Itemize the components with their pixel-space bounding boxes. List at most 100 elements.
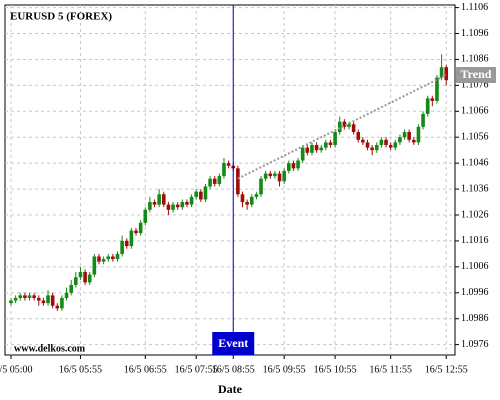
candle-body	[277, 173, 282, 182]
candle-body	[398, 137, 402, 143]
candle-body	[425, 98, 430, 114]
candle-body	[83, 272, 87, 283]
candle-body	[27, 295, 32, 298]
candle-body	[324, 142, 328, 148]
candle-body	[236, 168, 240, 195]
candle-body	[356, 132, 361, 140]
y-tick-label: 1.1076	[461, 80, 489, 91]
candle-body	[435, 77, 439, 101]
candle-body	[273, 173, 277, 177]
candle-body	[217, 176, 222, 184]
x-tick-label: 16/5 11:55	[369, 364, 412, 375]
x-tick-label: 16/5 07:55	[175, 364, 218, 375]
candle-body	[365, 142, 370, 148]
candle-body	[245, 202, 249, 205]
y-tick-label: 1.0986	[461, 313, 489, 324]
candle-body	[175, 204, 180, 208]
chart-title: EURUSD 5 (FOREX)	[10, 11, 112, 23]
candle-body	[74, 277, 78, 285]
y-tick-label: 1.1096	[461, 28, 489, 39]
y-tick-label: 1.1026	[461, 209, 489, 220]
candle-body	[115, 253, 120, 260]
candle-body	[388, 145, 393, 148]
candle-body	[78, 272, 83, 278]
trend-line	[237, 74, 447, 180]
candle-body	[337, 121, 342, 133]
candle-body	[421, 113, 425, 127]
candle-body	[9, 300, 13, 304]
candle-body	[249, 196, 254, 205]
candle-body	[412, 139, 416, 143]
candle-body	[259, 178, 263, 195]
candle-body	[384, 139, 388, 145]
candle-body	[166, 204, 171, 210]
candle-body	[60, 297, 64, 309]
candle-body	[379, 139, 384, 145]
candle-body	[310, 145, 314, 153]
candle-body	[157, 194, 161, 205]
y-tick-label: 1.1006	[461, 261, 489, 272]
candle-body	[18, 295, 23, 298]
candle-body	[287, 163, 291, 171]
candle-body	[64, 292, 69, 298]
candle-body	[333, 132, 337, 145]
candle-body	[374, 145, 379, 151]
candle-body	[444, 67, 449, 81]
candle-body	[69, 285, 73, 293]
candle-body	[439, 67, 444, 78]
x-tick-label: 16/5 05:55	[59, 364, 102, 375]
candle-body	[342, 121, 347, 127]
candle-body	[430, 98, 435, 101]
candle-body	[152, 202, 157, 205]
trend-label-box	[456, 67, 496, 83]
y-tick-label: 1.1046	[461, 157, 489, 168]
y-tick-label: 1.1036	[461, 183, 489, 194]
candle-body	[101, 259, 106, 262]
candle-body	[194, 191, 198, 197]
y-tick-label: 1.1106	[461, 2, 488, 13]
y-tick-label: 1.1056	[461, 132, 489, 143]
trend-label: Trend	[461, 67, 492, 81]
candle-body	[185, 202, 189, 205]
candle-body	[111, 256, 115, 260]
candle-body	[106, 256, 111, 260]
plot-area	[4, 4, 456, 356]
candle-body	[55, 305, 60, 309]
candle-body	[203, 186, 208, 200]
candle-body	[143, 209, 148, 223]
candle-body	[134, 230, 138, 234]
x-tick-label: 16/5 06:55	[124, 364, 167, 375]
candle-body	[222, 163, 226, 177]
y-tick-label: 1.0996	[461, 287, 489, 298]
candle-body	[87, 274, 92, 283]
candle-body	[291, 163, 296, 169]
x-tick-label: 16/5 08:55	[212, 364, 255, 375]
y-tick-label: 1.1066	[461, 106, 489, 117]
candle-body	[36, 297, 41, 301]
candle-body	[124, 240, 129, 247]
x-tick-label: 16/5 09:55	[263, 364, 306, 375]
candle-body	[92, 256, 97, 275]
y-tick-label: 1.0976	[461, 339, 489, 350]
x-axis-title: Date	[218, 382, 243, 396]
candle-body	[416, 126, 421, 143]
x-tick-label: 16/5 05:00	[0, 364, 33, 375]
candle-body	[347, 124, 351, 127]
candle-body	[305, 147, 310, 153]
candle-body	[148, 202, 152, 210]
candle-body	[13, 297, 18, 301]
candle-body	[314, 145, 319, 151]
candle-body	[32, 295, 36, 298]
candle-body	[328, 142, 333, 145]
candle-body	[199, 191, 203, 200]
x-tick-label: 16/5 12:55	[425, 364, 468, 375]
event-label: Event	[218, 336, 248, 350]
candle-body	[50, 295, 55, 306]
candle-body	[189, 196, 194, 205]
candle-body	[208, 178, 212, 187]
candle-body	[282, 170, 286, 182]
y-tick-label: 1.1086	[461, 54, 489, 65]
candle-body	[138, 222, 143, 234]
x-tick-label: 16/5 10:55	[314, 364, 357, 375]
